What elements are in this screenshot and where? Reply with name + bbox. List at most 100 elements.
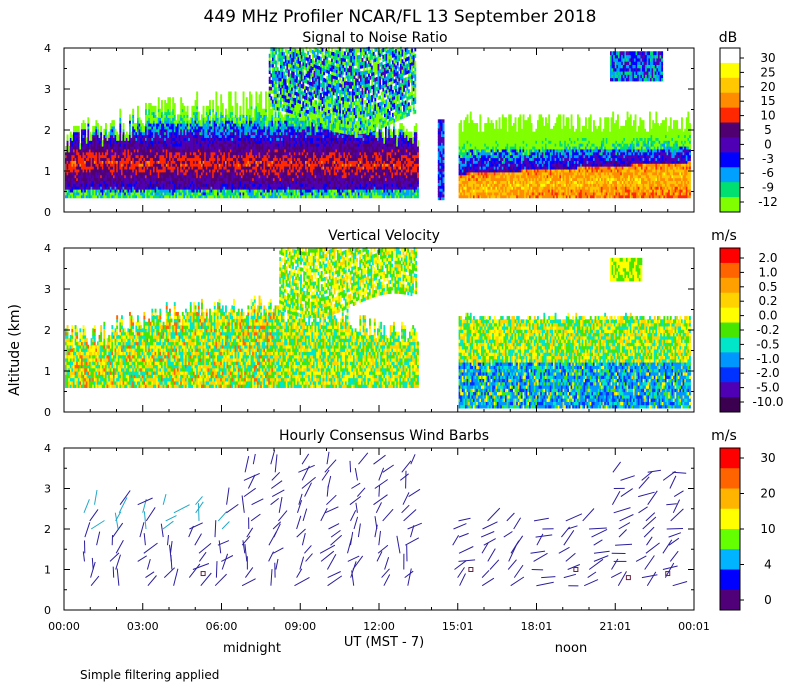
snr-cell <box>106 174 109 179</box>
snr-cell <box>249 166 251 170</box>
snr-cell <box>148 143 151 147</box>
snr-cell <box>101 157 104 161</box>
snr-cell <box>154 180 157 184</box>
snr-cell <box>89 154 91 159</box>
snr-cell <box>236 191 239 196</box>
snr-cell <box>226 154 229 159</box>
snr-cell <box>164 140 167 144</box>
snr-cell <box>82 123 85 127</box>
snr-cell <box>114 171 117 176</box>
snr-cell <box>133 148 136 153</box>
snr-cell <box>162 180 165 184</box>
snr-cell <box>119 108 122 113</box>
snr-cell <box>181 186 184 190</box>
snr-cell <box>244 117 247 121</box>
snr-cell <box>229 91 232 95</box>
snr-cell <box>132 186 135 190</box>
snr-cell <box>137 137 139 141</box>
snr-cell <box>189 145 192 150</box>
snr-cell <box>215 105 218 110</box>
snr-cell <box>90 166 93 170</box>
snr-cell <box>153 166 155 170</box>
snr-cell <box>228 140 231 144</box>
snr-cell <box>76 183 79 187</box>
snr-cell <box>143 174 146 179</box>
snr-cell <box>273 134 275 138</box>
snr-cell <box>151 183 154 187</box>
snr-cell <box>100 186 103 190</box>
snr-cell <box>81 140 83 144</box>
snr-cell <box>101 160 104 164</box>
snr-cell <box>122 140 125 144</box>
snr-cell <box>135 143 138 147</box>
snr-cell <box>149 131 152 136</box>
snr-cell <box>239 180 242 184</box>
snr-cell <box>217 174 219 179</box>
snr-cell <box>255 97 258 101</box>
snr-cell <box>77 151 80 156</box>
snr-cell <box>137 148 139 153</box>
snr-cell <box>79 154 82 159</box>
snr-cell <box>84 145 87 150</box>
snr-cell <box>124 171 127 176</box>
snr-cell <box>165 183 168 187</box>
snr-cell <box>205 180 208 184</box>
snr-cell <box>127 166 130 170</box>
snr-cell <box>202 108 205 113</box>
snr-cell <box>207 108 210 113</box>
snr-cell <box>257 128 259 133</box>
snr-cell <box>194 117 197 121</box>
snr-cell <box>161 166 163 170</box>
snr-cell <box>175 180 178 184</box>
snr-cell <box>205 137 208 141</box>
snr-cell <box>260 166 263 170</box>
snr-cell <box>236 114 239 118</box>
snr-cell <box>157 105 160 110</box>
snr-cell <box>194 125 197 130</box>
snr-cell <box>188 180 191 184</box>
snr-cell <box>245 171 248 176</box>
snr-cell <box>138 174 141 179</box>
snr-cell <box>111 120 114 124</box>
snr-cell <box>244 171 247 176</box>
snr-cell <box>141 163 144 167</box>
snr-cell <box>173 125 176 130</box>
snr-cell <box>151 111 154 116</box>
snr-cell <box>285 111 288 116</box>
snr-cell <box>268 108 271 113</box>
snr-cell <box>138 134 141 138</box>
snr-cell <box>260 151 263 156</box>
snr-cell <box>129 140 131 144</box>
snr-cell <box>277 174 280 179</box>
snr-cell <box>164 171 167 176</box>
snr-cell <box>234 191 237 196</box>
snr-cell <box>140 148 143 153</box>
snr-cell <box>79 160 82 164</box>
snr-cell <box>261 114 264 118</box>
snr-cell <box>121 191 123 196</box>
snr-cell <box>269 140 272 144</box>
snr-cell <box>167 180 170 184</box>
snr-cell <box>138 143 141 147</box>
snr-cell <box>73 180 75 184</box>
snr-cell <box>242 148 245 153</box>
snr-cell <box>177 160 179 164</box>
snr-cell <box>228 114 231 118</box>
snr-cell <box>167 168 170 173</box>
snr-cell <box>97 163 99 167</box>
snr-cell <box>287 125 290 130</box>
snr-cell <box>279 160 282 164</box>
snr-cell <box>201 189 203 193</box>
snr-cell <box>213 134 216 138</box>
snr-cell <box>151 143 154 147</box>
snr-cell <box>226 163 229 167</box>
snr-cell <box>125 174 128 179</box>
snr-cell <box>242 174 245 179</box>
snr-cell <box>105 168 107 173</box>
snr-cell <box>241 123 243 127</box>
snr-cell <box>114 191 117 196</box>
snr-cell <box>271 157 274 161</box>
snr-cell <box>100 174 103 179</box>
snr-cell <box>85 140 88 144</box>
snr-cell <box>263 160 266 164</box>
